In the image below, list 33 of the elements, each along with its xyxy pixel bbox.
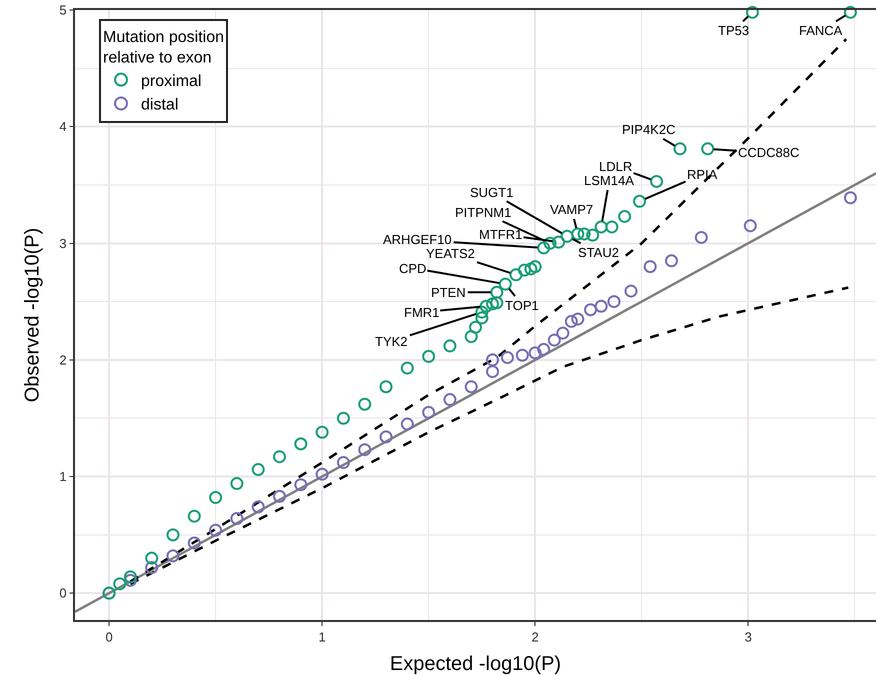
y-tick-label: 2 xyxy=(59,352,67,368)
annotation: STAU2 xyxy=(578,245,619,260)
x-tick-label: 2 xyxy=(532,629,539,644)
annotation: SUGT1 xyxy=(470,185,514,200)
annotation: PTEN xyxy=(431,285,466,300)
annotation: TP53 xyxy=(718,23,750,38)
x-tick-label: 3 xyxy=(744,629,752,644)
y-tick-label: 1 xyxy=(59,469,67,484)
y-tick-label: 4 xyxy=(59,119,67,134)
y-tick-label: 3 xyxy=(59,236,67,251)
annotation: LSM14A xyxy=(584,173,634,188)
annotation: TYK2 xyxy=(375,334,408,349)
y-axis-title: Observed -log10(P) xyxy=(21,228,44,402)
y-tick-label: 0 xyxy=(59,586,67,601)
annotation: PIP4K2C xyxy=(622,122,676,137)
annotation: TOP1 xyxy=(505,298,539,313)
annotation: MTFR1 xyxy=(479,227,522,242)
annotation: FMR1 xyxy=(404,305,440,320)
y-tick-label: 5 xyxy=(59,2,67,18)
annotation: CPD xyxy=(399,261,426,276)
x-axis-title: Expected -log10(P) xyxy=(390,653,562,675)
annotation: RPIA xyxy=(687,167,718,182)
x-tick-label: 1 xyxy=(318,629,326,644)
annotation: VAMP7 xyxy=(550,202,594,217)
annotation: YEATS2 xyxy=(426,246,475,261)
annotation: CCDC88C xyxy=(738,145,800,160)
x-tick-label: 0 xyxy=(105,629,113,644)
annotation: LDLR xyxy=(599,159,632,174)
annotation: FANCA xyxy=(799,23,843,38)
annotation: PITPNM1 xyxy=(455,205,512,220)
legend-label: proximal xyxy=(141,72,202,90)
legend-label: distal xyxy=(141,96,178,114)
annotation: ARHGEF10 xyxy=(383,232,452,247)
